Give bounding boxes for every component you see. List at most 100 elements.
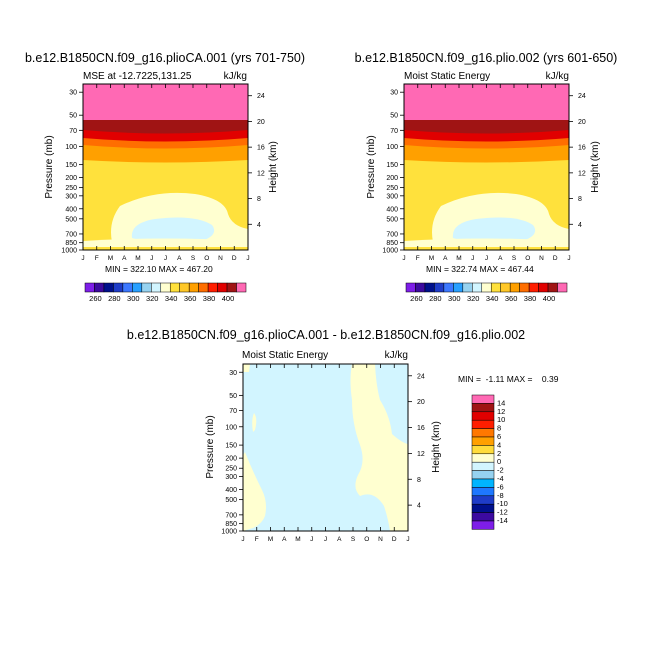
colorbar-swatch bbox=[471, 445, 495, 455]
y-tick-label: 1000 bbox=[382, 248, 398, 255]
colorbar-label: 280 bbox=[429, 294, 442, 303]
colorbar-label: 260 bbox=[410, 294, 423, 303]
x-tick-label: A bbox=[122, 255, 127, 262]
colorbar-swatch bbox=[471, 512, 495, 522]
colorbar-label: 360 bbox=[505, 294, 518, 303]
colorbar-swatch bbox=[434, 282, 445, 293]
y-tick-label: 400 bbox=[225, 487, 237, 494]
colorbar-label: 14 bbox=[497, 398, 505, 407]
colorbar-swatch bbox=[471, 470, 495, 480]
colorbar-swatch bbox=[538, 282, 549, 293]
y-right-tick-label: 24 bbox=[578, 93, 586, 100]
colorbar-swatch bbox=[471, 436, 495, 446]
colorbar-label: 340 bbox=[165, 294, 178, 303]
y-right-tick-label: 8 bbox=[257, 196, 261, 203]
contour-positive-bottom bbox=[392, 520, 408, 531]
y-axis-right-ticks: 24 20 16 12 8 4 bbox=[569, 93, 586, 229]
y-axis-label: Pressure (mb) bbox=[205, 415, 216, 478]
colorbar-swatch bbox=[160, 282, 171, 293]
y-right-tick-label: 16 bbox=[257, 145, 265, 152]
x-tick-label: J bbox=[150, 255, 153, 262]
y-tick-label: 30 bbox=[229, 370, 237, 377]
y-tick-label: 200 bbox=[65, 175, 77, 182]
y-tick-label: 150 bbox=[386, 162, 398, 169]
x-tick-label: J bbox=[81, 255, 84, 262]
y-tick-label: 200 bbox=[225, 456, 237, 463]
y-tick-label: 300 bbox=[225, 474, 237, 481]
panel-difference: b.e12.B1850CN.f09_g16.plioCA.001 - b.e12… bbox=[127, 328, 559, 543]
x-tick-label: D bbox=[553, 255, 558, 262]
panel-title: b.e12.B1850CN.f09_g16.plioCA.001 - b.e12… bbox=[127, 328, 525, 342]
contour-band-380 bbox=[83, 138, 248, 150]
colorbar-label: -4 bbox=[497, 474, 504, 483]
colorbar-swatch bbox=[471, 520, 495, 530]
x-tick-label: A bbox=[443, 255, 448, 262]
colorbar-swatch bbox=[471, 495, 495, 505]
colorbar-swatch bbox=[207, 282, 218, 293]
colorbar-swatch bbox=[471, 503, 495, 513]
colorbar-swatch bbox=[471, 403, 495, 413]
y-tick-label: 150 bbox=[65, 162, 77, 169]
x-tick-label: O bbox=[525, 255, 530, 262]
y-tick-label: 250 bbox=[225, 466, 237, 473]
y-tick-label: 500 bbox=[386, 216, 398, 223]
y-right-tick-label: 20 bbox=[257, 119, 265, 126]
min-max-stats: MIN = 322.74 MAX = 467.44 bbox=[426, 264, 534, 274]
colorbar-swatch bbox=[132, 282, 143, 293]
contour-band-surface bbox=[83, 238, 248, 248]
colorbar-swatch bbox=[103, 282, 114, 293]
colorbar-swatch bbox=[122, 282, 133, 293]
x-tick-label: J bbox=[324, 536, 327, 543]
colorbar-label: 380 bbox=[524, 294, 537, 303]
x-tick-label: A bbox=[337, 536, 342, 543]
contour-positive-right bbox=[350, 364, 408, 531]
colorbar-label: 380 bbox=[203, 294, 216, 303]
colorbar-label: 2 bbox=[497, 449, 501, 458]
y-axis-right-label: Height (km) bbox=[590, 141, 601, 193]
x-tick-label: J bbox=[241, 536, 244, 543]
colorbar-right: 260 280 300 320 340 360 380 400 bbox=[405, 282, 568, 303]
y-tick-label: 100 bbox=[65, 144, 77, 151]
y-tick-label: 250 bbox=[386, 185, 398, 192]
y-axis-label: Pressure (mb) bbox=[366, 135, 377, 198]
x-tick-label: M bbox=[429, 255, 434, 262]
colorbar-swatch bbox=[471, 478, 495, 488]
x-tick-label: D bbox=[392, 536, 397, 543]
colorbar-swatch bbox=[547, 282, 558, 293]
y-right-tick-label: 12 bbox=[257, 170, 265, 177]
contour-positive-left-spot bbox=[252, 413, 257, 432]
colorbar-label: 400 bbox=[543, 294, 556, 303]
contour-band-surface bbox=[404, 238, 569, 248]
x-tick-label: F bbox=[255, 536, 259, 543]
y-right-tick-label: 12 bbox=[417, 451, 425, 458]
y-right-tick-label: 8 bbox=[578, 196, 582, 203]
x-tick-label: A bbox=[282, 536, 287, 543]
plot-area bbox=[242, 363, 409, 532]
colorbar-swatch bbox=[500, 282, 511, 293]
y-tick-label: 70 bbox=[390, 128, 398, 135]
colorbar-swatch bbox=[198, 282, 209, 293]
min-max-stats: MIN = 322.10 MAX = 467.20 bbox=[105, 264, 213, 274]
x-tick-label: M bbox=[135, 255, 140, 262]
y-tick-label: 100 bbox=[386, 144, 398, 151]
colorbar-swatch bbox=[424, 282, 435, 293]
plot-area bbox=[403, 83, 570, 251]
colorbar-label: -8 bbox=[497, 491, 504, 500]
panel-subtitle-right: kJ/kg bbox=[385, 350, 408, 361]
colorbar-label: 0 bbox=[497, 457, 501, 466]
colorbar-label: 12 bbox=[497, 407, 505, 416]
colorbar-label: -12 bbox=[497, 508, 508, 517]
colorbar-left: 260 280 300 320 340 360 380 400 bbox=[84, 282, 247, 303]
colorbar-swatch bbox=[188, 282, 199, 293]
panel-subtitle-left: Moist Static Energy bbox=[242, 350, 328, 361]
colorbar-swatch bbox=[462, 282, 473, 293]
colorbar-swatch bbox=[217, 282, 228, 293]
colorbar-label: 280 bbox=[108, 294, 121, 303]
y-tick-label: 70 bbox=[229, 408, 237, 415]
x-tick-label: J bbox=[567, 255, 570, 262]
x-tick-label: F bbox=[95, 255, 99, 262]
y-tick-label: 850 bbox=[65, 240, 77, 247]
